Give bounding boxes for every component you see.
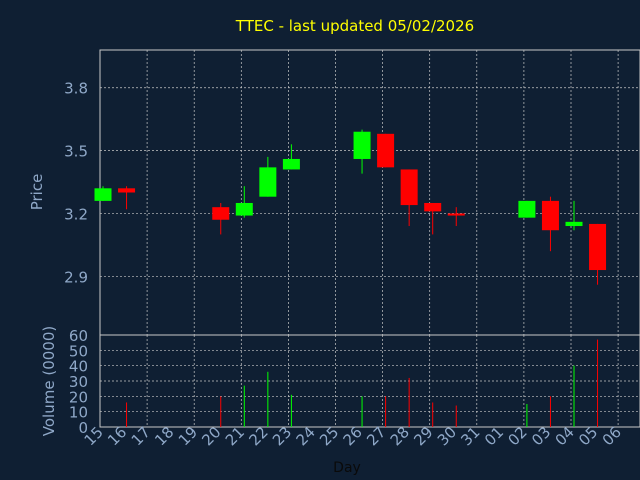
candle-body — [518, 200, 536, 218]
price-tick-label: 2.9 — [64, 268, 88, 286]
chart-title: TTEC - last updated 05/02/2026 — [235, 17, 474, 35]
candle-body — [353, 131, 371, 159]
volume-tick-label: 40 — [69, 358, 88, 376]
price-panel-frame — [99, 49, 640, 336]
candle-body — [400, 169, 418, 206]
price-tick-label: 3.8 — [64, 80, 88, 98]
price-tick-label: 3.2 — [64, 205, 88, 223]
candle-body — [118, 188, 136, 193]
candle-body — [541, 200, 559, 231]
candle-body — [282, 158, 300, 170]
volume-tick-label: 60 — [69, 327, 88, 345]
candle-body — [94, 188, 112, 201]
volume-tick-label: 20 — [69, 388, 88, 406]
candle-body — [589, 223, 607, 271]
x-axis: 1516171819202122232425262728293031010203… — [81, 423, 625, 449]
candle-body — [424, 202, 442, 212]
volume-tick-label: 30 — [69, 373, 88, 391]
price-panel: 2.9 3.2 3.5 3.8 — [64, 49, 640, 336]
candle-body — [447, 213, 465, 216]
volume-tick-label: 0 — [78, 419, 88, 437]
volume-tick-label: 10 — [69, 404, 88, 422]
price-axis-label: Price — [28, 174, 46, 211]
candle-body — [377, 133, 395, 168]
x-axis-label: Day — [333, 460, 361, 476]
candle-body — [235, 202, 253, 216]
candle-body — [212, 207, 230, 220]
price-tick-label: 3.5 — [64, 143, 88, 161]
candle-body — [565, 221, 583, 227]
volume-tick-label: 50 — [69, 342, 88, 360]
volume-axis-label: Volume (0000) — [40, 326, 58, 436]
candle-body — [259, 167, 277, 197]
